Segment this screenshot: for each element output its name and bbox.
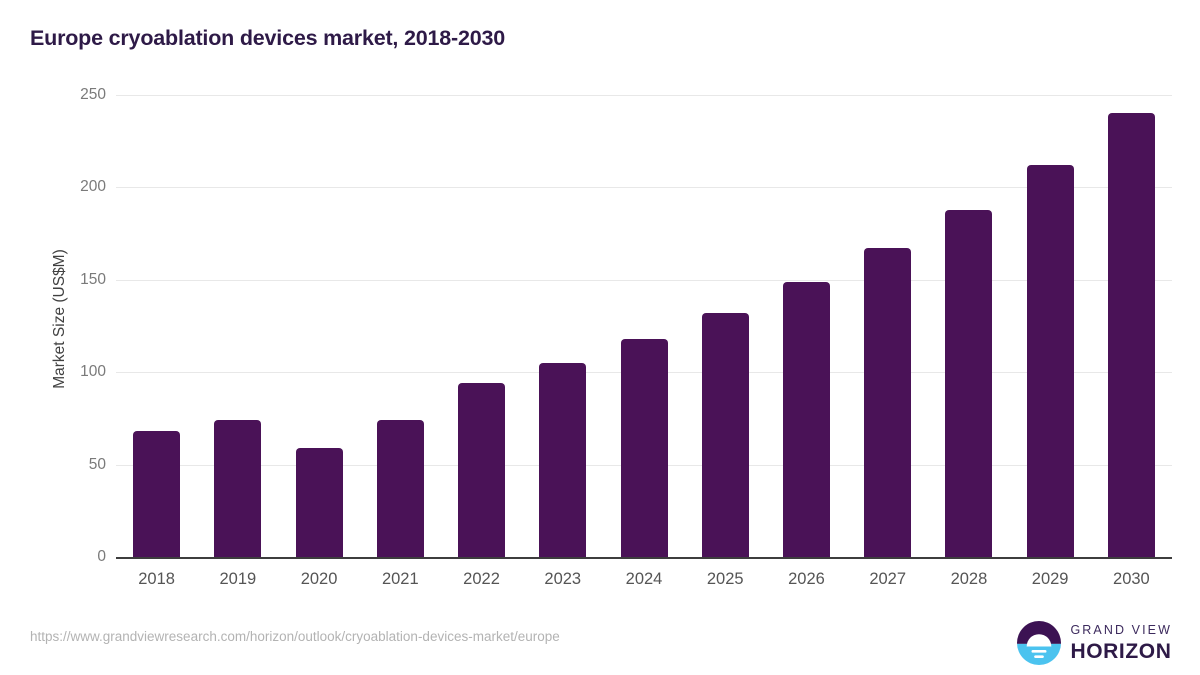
x-axis-tick-label: 2027	[869, 570, 907, 588]
page-title: Europe cryoablation devices market, 2018…	[30, 26, 505, 50]
bar-2023[interactable]	[539, 362, 587, 557]
bar-2030[interactable]	[1107, 113, 1155, 557]
bar-2029[interactable]	[1026, 165, 1074, 557]
x-axis-tick-label: 2023	[544, 570, 582, 588]
x-axis-tick-label: 2025	[706, 570, 744, 588]
brand-logo-line1: GRAND VIEW	[1070, 623, 1172, 638]
x-axis-tick-label: 2026	[788, 570, 825, 588]
x-axis-tick-label: 2030	[1113, 570, 1150, 588]
brand-logo-line2: HORIZON	[1070, 639, 1172, 663]
y-axis-tick-label: 100	[80, 363, 106, 381]
y-axis-tick-label: 50	[88, 455, 106, 473]
grid-line	[116, 95, 1172, 96]
brand-logo[interactable]: GRAND VIEW HORIZON	[1017, 618, 1172, 668]
y-axis-tick-label: 250	[80, 86, 106, 103]
x-axis-tick-label: 2024	[625, 570, 663, 588]
bar-2026[interactable]	[782, 281, 830, 557]
bar-2020[interactable]	[295, 447, 343, 557]
x-axis-tick-label: 2021	[381, 570, 419, 588]
y-axis-tick-label: 0	[97, 548, 106, 565]
x-axis-tick-label: 2019	[219, 570, 257, 588]
y-axis-tick-label: 150	[80, 270, 106, 288]
bar-2018[interactable]	[133, 431, 181, 557]
bar-2022[interactable]	[458, 383, 506, 557]
grid-line	[116, 187, 1172, 189]
x-axis-tick-label: 2022	[463, 570, 500, 588]
x-axis-tick-label: 2018	[138, 570, 175, 588]
bar-2027[interactable]	[864, 248, 912, 557]
x-axis-tick-label: 2029	[1031, 570, 1069, 588]
bar-2028[interactable]	[945, 209, 993, 557]
bar-2025[interactable]	[701, 313, 749, 557]
bar-2021[interactable]	[376, 420, 424, 557]
x-axis-tick-label: 2020	[300, 570, 338, 588]
source-url[interactable]: https://www.grandviewresearch.com/horizo…	[30, 629, 560, 644]
bar-2019[interactable]	[214, 420, 262, 557]
y-axis-title: Market Size (US$M)	[51, 249, 68, 389]
x-axis-line	[116, 557, 1172, 559]
horizon-circle-icon	[1017, 621, 1062, 665]
y-axis-tick-label: 200	[80, 178, 106, 196]
brand-logo-text: GRAND VIEW HORIZON	[1070, 624, 1172, 662]
grid-line	[116, 279, 1172, 281]
x-axis-tick-label: 2028	[950, 570, 988, 588]
bar-2024[interactable]	[620, 338, 668, 557]
